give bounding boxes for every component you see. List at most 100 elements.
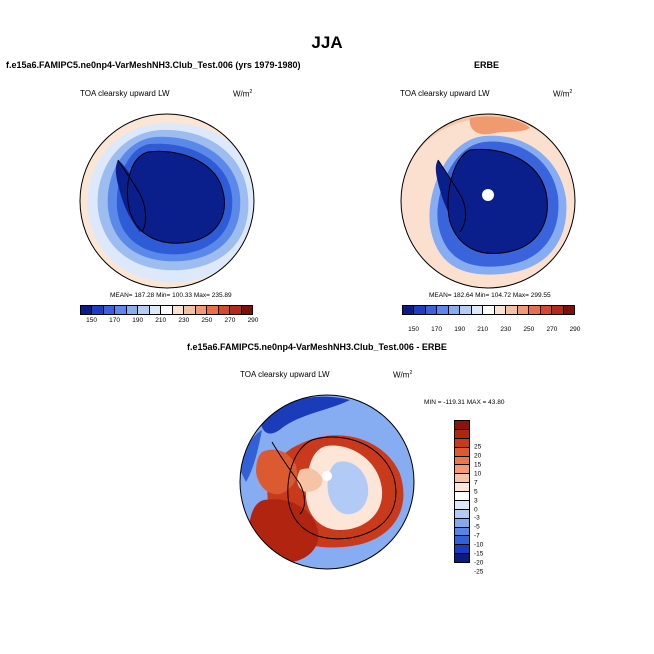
colorbar-tick-label: -5 bbox=[474, 523, 480, 531]
colorbar-tick-label: -7 bbox=[474, 532, 480, 540]
colorbar-tick-label: 290 bbox=[569, 326, 581, 333]
obs-colorbar-ticks: 150 170 190 210 230 250 270 290 bbox=[402, 326, 580, 335]
colorbar-swatch bbox=[103, 306, 116, 314]
obs-units-label: W/m2 bbox=[553, 89, 573, 99]
colorbar-swatch bbox=[172, 306, 185, 314]
figure-title: JJA bbox=[311, 33, 343, 52]
colorbar-tick-label: 170 bbox=[109, 317, 121, 324]
diff-colorbar-ticks: 25 20 15 10 7 5 3 0 -3 -5 -7 -10 -15 -20 -25 bbox=[474, 438, 494, 581]
colorbar-tick-label: 230 bbox=[178, 317, 190, 324]
colorbar-tick-label: 5 bbox=[474, 488, 478, 496]
colorbar-tick-label: 15 bbox=[474, 461, 482, 469]
colorbar-swatch bbox=[161, 306, 173, 314]
colorbar-swatch bbox=[81, 306, 93, 314]
colorbar-swatch bbox=[455, 429, 469, 439]
colorbar-swatch bbox=[455, 545, 469, 555]
colorbar-swatch bbox=[149, 306, 162, 314]
colorbar-swatch bbox=[455, 527, 469, 537]
colorbar-tick-label: 150 bbox=[86, 317, 97, 324]
diff-panel-subtitle: f.e15a6.FAMIPC5.ne0np4-VarMeshNH3.Club_T… bbox=[187, 342, 447, 352]
colorbar-tick-label: 270 bbox=[224, 317, 236, 324]
colorbar-swatch bbox=[241, 306, 253, 314]
colorbar-swatch bbox=[455, 483, 469, 492]
colorbar-swatch bbox=[414, 306, 426, 314]
colorbar-swatch bbox=[403, 306, 415, 314]
colorbar-swatch bbox=[195, 306, 208, 314]
colorbar-tick-label: 290 bbox=[247, 317, 259, 324]
colorbar-swatch bbox=[529, 306, 541, 314]
obs-panel-subtitle: ERBE bbox=[474, 60, 500, 70]
colorbar-tick-label: 190 bbox=[454, 326, 466, 333]
obs-stats: MEAN= 182.64 Min= 104.72 Max= 299.55 bbox=[429, 292, 551, 299]
colorbar-tick-label: 20 bbox=[474, 452, 482, 460]
colorbar-tick-label: 25 bbox=[474, 443, 482, 451]
obs-variable-label: TOA clearsky upward LW bbox=[400, 89, 490, 98]
colorbar-swatch bbox=[126, 306, 139, 314]
colorbar-swatch bbox=[448, 306, 461, 314]
colorbar-swatch bbox=[455, 509, 469, 519]
model-variable-label: TOA clearsky upward LW bbox=[80, 89, 170, 98]
colorbar-swatch bbox=[455, 554, 469, 562]
colorbar-swatch bbox=[540, 306, 553, 314]
colorbar-swatch bbox=[455, 447, 469, 457]
colorbar-tick-label: -25 bbox=[474, 568, 484, 576]
colorbar-swatch bbox=[218, 306, 231, 314]
colorbar-swatch bbox=[207, 306, 219, 314]
colorbar-swatch bbox=[437, 306, 449, 314]
colorbar-tick-label: 230 bbox=[500, 326, 512, 333]
colorbar-swatch bbox=[563, 306, 575, 314]
colorbar-tick-label: -3 bbox=[474, 514, 480, 522]
colorbar-swatch bbox=[455, 421, 469, 430]
colorbar-swatch bbox=[471, 306, 484, 314]
colorbar-tick-label: 0 bbox=[474, 506, 478, 513]
colorbar-tick-label: 270 bbox=[546, 326, 558, 333]
colorbar-swatch bbox=[552, 306, 564, 314]
obs-colorbar bbox=[402, 305, 575, 315]
colorbar-swatch bbox=[455, 536, 469, 546]
colorbar-swatch bbox=[230, 306, 242, 314]
colorbar-tick-label: -10 bbox=[474, 541, 484, 549]
colorbar-tick-label: -20 bbox=[474, 559, 484, 567]
diff-colorbar bbox=[454, 420, 470, 563]
colorbar-swatch bbox=[455, 492, 469, 501]
colorbar-swatch bbox=[115, 306, 127, 314]
diff-units-label: W/m2 bbox=[393, 370, 413, 380]
colorbar-tick-label: 250 bbox=[201, 317, 213, 324]
colorbar-swatch bbox=[455, 500, 469, 510]
colorbar-swatch bbox=[506, 306, 518, 314]
colorbar-tick-label: 210 bbox=[155, 317, 167, 324]
colorbar-swatch bbox=[455, 456, 469, 466]
colorbar-swatch bbox=[425, 306, 438, 314]
colorbar-tick-label: 250 bbox=[523, 326, 535, 333]
colorbar-tick-label: 150 bbox=[408, 326, 419, 333]
colorbar-swatch bbox=[455, 438, 469, 448]
colorbar-tick-label: 210 bbox=[477, 326, 489, 333]
model-units-label: W/m2 bbox=[233, 89, 253, 99]
colorbar-swatch bbox=[494, 306, 507, 314]
diff-variable-label: TOA clearsky upward LW bbox=[240, 370, 330, 379]
colorbar-swatch bbox=[138, 306, 150, 314]
colorbar-swatch bbox=[483, 306, 495, 314]
model-colorbar bbox=[80, 305, 253, 315]
colorbar-tick-label: -15 bbox=[474, 550, 484, 558]
colorbar-swatch bbox=[460, 306, 472, 314]
colorbar-swatch bbox=[455, 474, 469, 484]
model-stats: MEAN= 187.28 Min= 100.33 Max= 235.89 bbox=[110, 292, 232, 299]
colorbar-tick-label: 10 bbox=[474, 470, 482, 478]
colorbar-swatch bbox=[92, 306, 104, 314]
colorbar-swatch bbox=[455, 518, 469, 528]
colorbar-tick-label: 7 bbox=[474, 479, 478, 487]
colorbar-tick-label: 3 bbox=[474, 497, 478, 505]
colorbar-swatch bbox=[517, 306, 530, 314]
colorbar-swatch bbox=[455, 465, 469, 475]
model-panel-subtitle: f.e15a6.FAMIPC5.ne0np4-VarMeshNH3.Club_T… bbox=[6, 60, 301, 70]
colorbar-tick-label: 190 bbox=[132, 317, 144, 324]
colorbar-tick-label: 170 bbox=[431, 326, 443, 333]
diff-stats: MIN = -119.31 MAX = 43.80 bbox=[424, 399, 505, 406]
model-colorbar-ticks: 150 170 190 210 230 250 270 290 bbox=[80, 317, 258, 326]
colorbar-swatch bbox=[184, 306, 196, 314]
